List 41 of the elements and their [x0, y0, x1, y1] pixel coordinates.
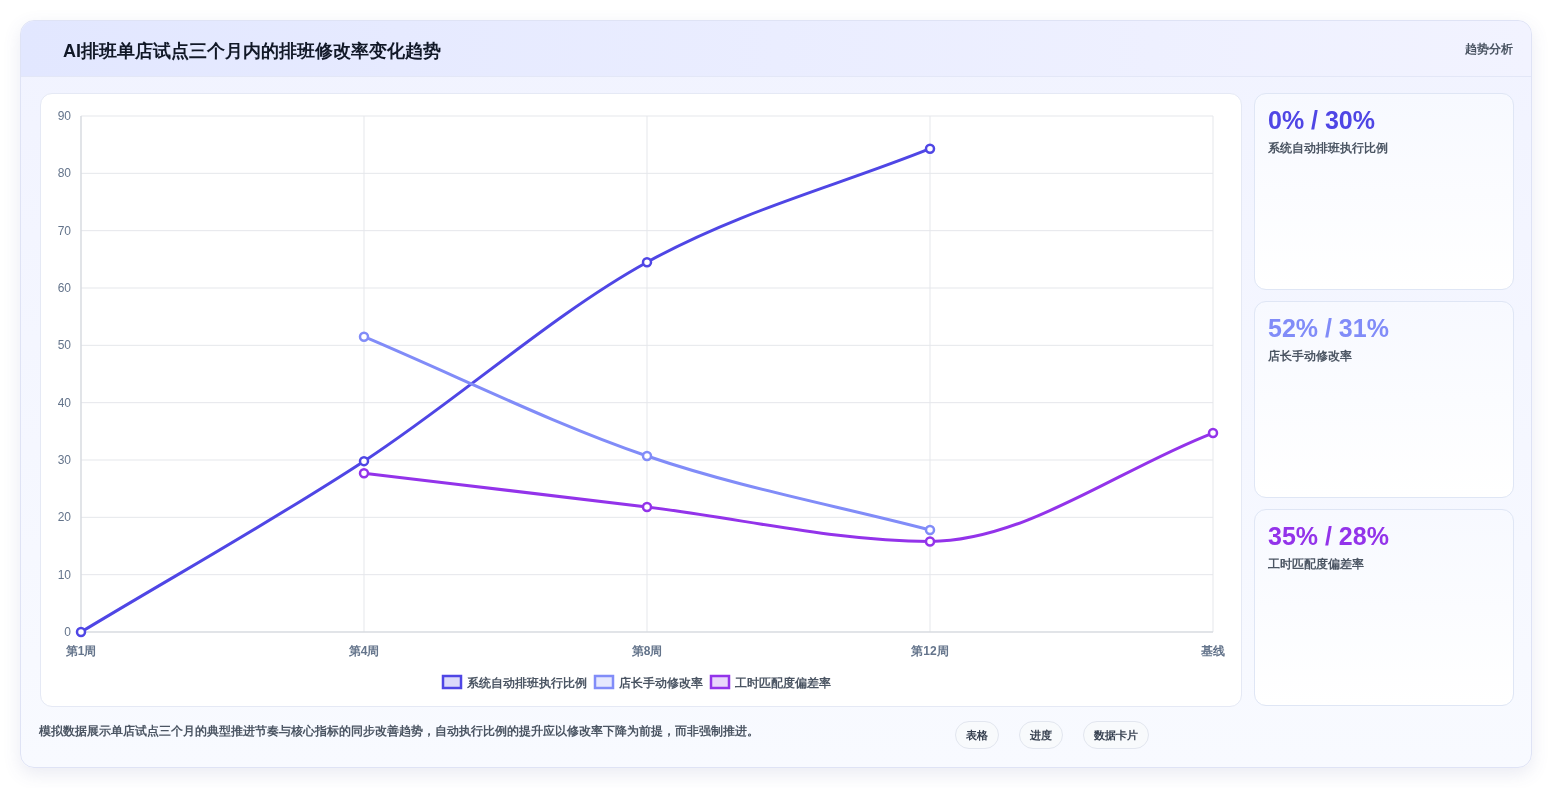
text: 模拟数据展示单店试点三个月的典型推进节奏与核心指标的同步改善趋势，自动执行比例的提升应以修改率下降为前提，而非强制推进。: [39, 723, 759, 740]
text: 进度: [1019, 721, 1063, 749]
y-tick-label: 40: [57, 395, 72, 410]
x-tick-label: 基线: [1200, 644, 1225, 658]
y-tick-label: 10: [57, 567, 72, 582]
y-tick-label: 90: [57, 109, 72, 123]
text: 店长手动修改率: [1268, 348, 1352, 365]
point: [924, 524, 936, 536]
text: 系统自动排班执行比例: [1268, 140, 1388, 157]
y-tick-label: 30: [57, 453, 72, 467]
point: [924, 536, 936, 547]
y-tick-label: 50: [57, 338, 72, 353]
y-tick-label: 20: [57, 510, 72, 525]
text: 35% / 28%: [1268, 522, 1389, 551]
y-tick-label: 0: [64, 625, 72, 639]
point: [641, 501, 653, 513]
point: [641, 450, 653, 462]
text: 工时匹配度偏差率: [1268, 556, 1364, 573]
y-tick-label: 60: [57, 281, 72, 295]
legend-label: 系统自动排班执行比例: [466, 676, 587, 690]
chart-title: AI排班单店试点三个月内的排班修改率变化趋势: [63, 40, 441, 63]
legend-label: 工时匹配度偏差率: [734, 676, 831, 690]
y-tick-label: 80: [57, 166, 72, 181]
point: [1207, 427, 1219, 439]
x-tick-label: 第4周: [347, 644, 380, 658]
point: [641, 256, 653, 268]
text: 数据卡片: [1083, 721, 1149, 749]
point: [358, 467, 370, 479]
legend-label: 店长手动修改率: [618, 676, 703, 690]
point: [358, 331, 370, 342]
x-tick-label: 第1周: [64, 644, 97, 658]
text: 趋势分析: [1465, 41, 1513, 58]
point: [358, 455, 370, 467]
text: 表格: [955, 721, 999, 749]
point: [75, 626, 87, 638]
text: 52% / 31%: [1268, 314, 1389, 343]
text: 0% / 30%: [1268, 106, 1376, 135]
point: [924, 143, 936, 154]
x-tick-label: 第12周: [910, 644, 949, 658]
x-tick-label: 第8周: [630, 644, 663, 658]
y-tick-label: 70: [57, 223, 72, 238]
